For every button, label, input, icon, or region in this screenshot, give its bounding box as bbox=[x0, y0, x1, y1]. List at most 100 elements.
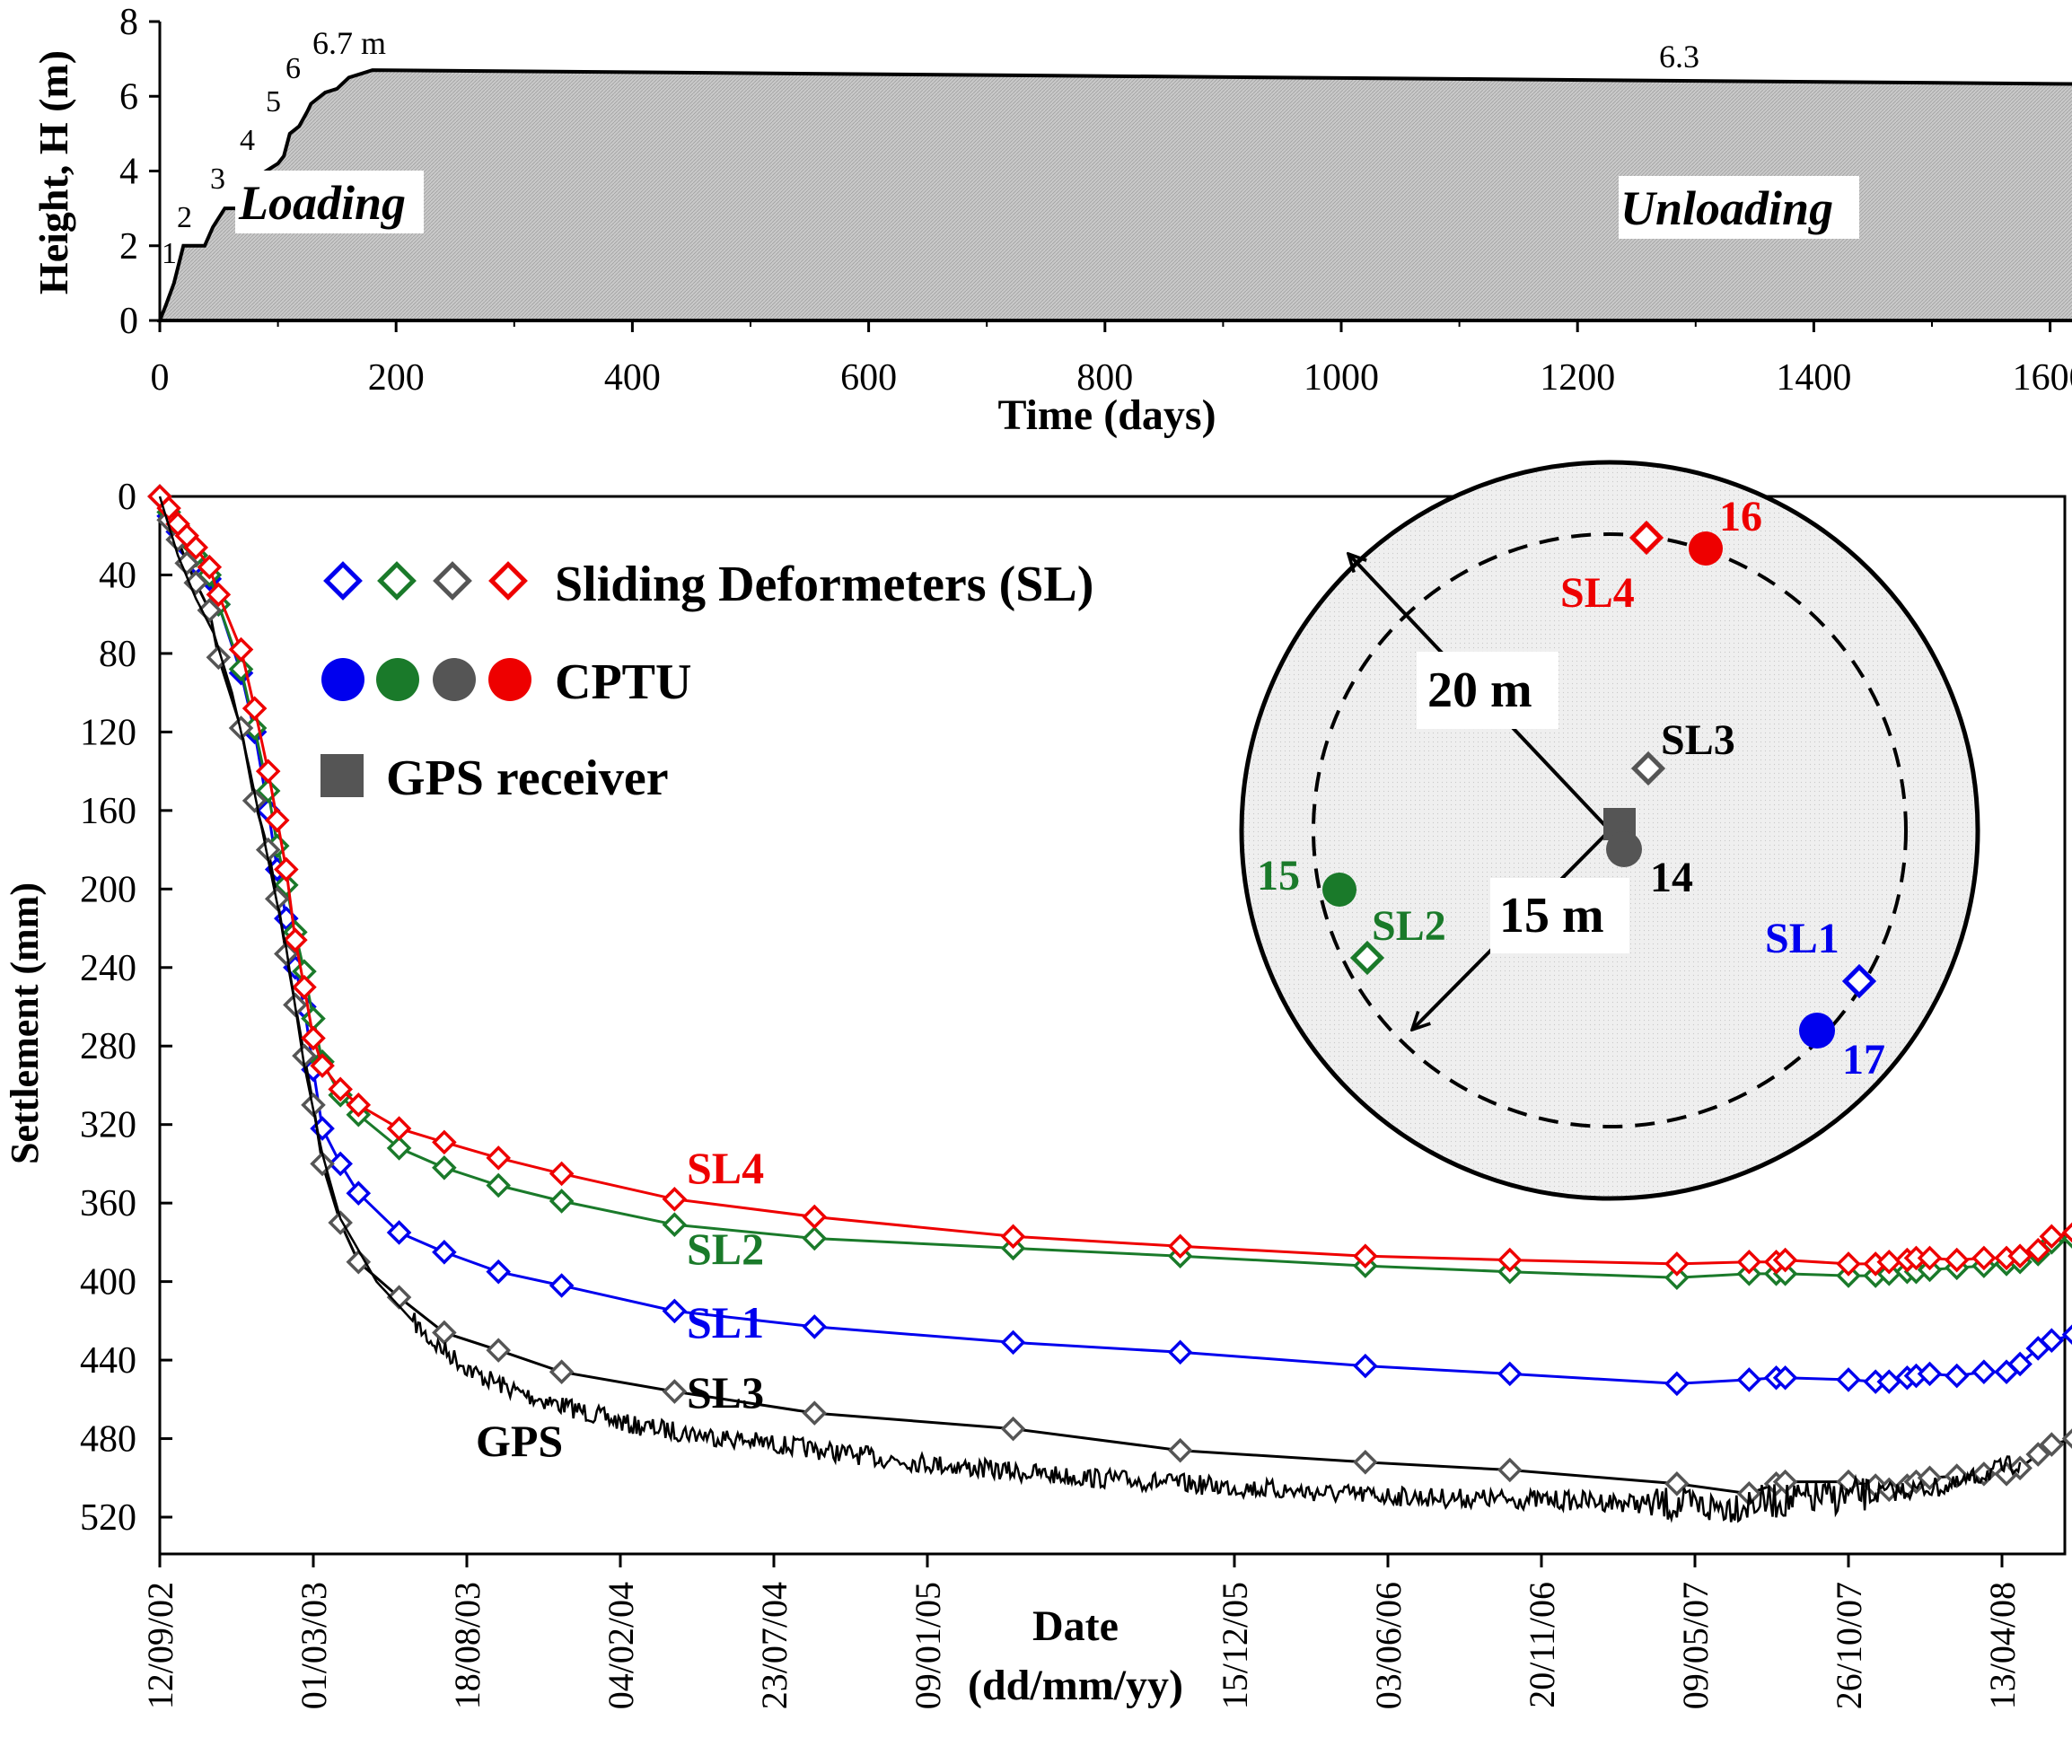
data-point-sl1 bbox=[386, 1220, 412, 1245]
data-point-sl1 bbox=[2039, 1328, 2065, 1354]
line-label-gps: GPS bbox=[476, 1416, 563, 1466]
data-point-sl1 bbox=[346, 1180, 372, 1207]
data-point-sl4 bbox=[292, 974, 317, 1000]
data-point-sl4 bbox=[2061, 1220, 2072, 1245]
unloading-label: Unloading bbox=[1620, 181, 1833, 235]
data-point-sl1 bbox=[486, 1259, 511, 1285]
height-y-tick-label: 4 bbox=[119, 152, 138, 193]
data-point-sl4 bbox=[1736, 1249, 1762, 1275]
settlement-y-tick-label: 120 bbox=[80, 712, 136, 753]
height-y-tick-label: 6 bbox=[119, 76, 138, 118]
loading-label: Loading bbox=[238, 176, 406, 230]
sl1-label: SL1 bbox=[1765, 915, 1839, 962]
settlement-date-ticks: 12/09/02 01/03/03 18/08/03 04/02/04 23/07/04… bbox=[140, 1554, 2023, 1709]
data-point-sl3 bbox=[432, 1320, 457, 1346]
cptu-14-marker bbox=[1606, 831, 1642, 867]
data-point-sl4 bbox=[1353, 1243, 1378, 1268]
data-point-sl1 bbox=[1971, 1359, 1997, 1384]
line-label-sl1: SL1 bbox=[687, 1297, 764, 1347]
unloading-label-bg bbox=[1619, 176, 1859, 239]
settlement-y-tick-label: 320 bbox=[80, 1105, 136, 1146]
data-point-sl4 bbox=[386, 1116, 412, 1141]
height-y-tick-label: 8 bbox=[119, 2, 138, 43]
data-point-sl3 bbox=[802, 1400, 828, 1426]
height-x-tick-label: 0 bbox=[151, 357, 170, 399]
settlement-y-tick-label: 160 bbox=[80, 791, 136, 832]
data-point-sl4 bbox=[255, 759, 281, 784]
data-point-sl4 bbox=[1836, 1251, 1861, 1277]
sl1-marker bbox=[1841, 963, 1877, 999]
data-point-sl1 bbox=[1497, 1361, 1523, 1387]
data-point-sl4 bbox=[486, 1145, 511, 1171]
stage-label-2: 2 bbox=[177, 201, 192, 234]
data-point-sl3 bbox=[1167, 1437, 1193, 1463]
sl4-marker bbox=[1629, 520, 1664, 556]
cptu-15-marker bbox=[1322, 873, 1356, 907]
data-point-sl4 bbox=[156, 496, 181, 521]
line-label-sl4: SL4 bbox=[687, 1143, 764, 1193]
data-point-sl4 bbox=[1167, 1233, 1193, 1259]
data-point-sl4 bbox=[2007, 1243, 2032, 1268]
data-point-sl3 bbox=[174, 550, 199, 576]
stage-label-3: 3 bbox=[210, 162, 225, 196]
data-point-sl1 bbox=[1353, 1353, 1378, 1379]
data-point-sl3 bbox=[1353, 1449, 1378, 1475]
data-point-sl2 bbox=[802, 1225, 828, 1251]
embankment-height-area bbox=[157, 68, 2072, 322]
data-point-sl3 bbox=[486, 1338, 511, 1363]
height-x-tick-label: 1200 bbox=[1540, 357, 1615, 399]
settlement-date-tick-label: 01/03/03 bbox=[294, 1582, 334, 1709]
legend-gps-label: GPS receiver bbox=[386, 750, 669, 806]
data-point-sl3 bbox=[1497, 1457, 1523, 1483]
settlement-date-tick-label: 12/09/02 bbox=[140, 1582, 180, 1709]
data-point-sl4 bbox=[328, 1076, 353, 1102]
data-point-sl1 bbox=[1664, 1371, 1690, 1397]
legend-sl-label: Sliding Deformeters (SL) bbox=[555, 557, 1093, 612]
settlement-y-tick-label: 240 bbox=[80, 948, 136, 989]
height-chart: 0200400600800100012001400160018002000 02… bbox=[31, 2, 2072, 439]
data-point-sl1 bbox=[1167, 1339, 1193, 1365]
legend-gps-marker bbox=[320, 754, 364, 797]
data-point-sl3 bbox=[2025, 1442, 2051, 1467]
settlement-y-tick-label: 0 bbox=[118, 477, 136, 518]
data-point-sl4 bbox=[228, 636, 254, 663]
height-x-tick-label: 1000 bbox=[1304, 357, 1379, 399]
height-y-tick-label: 0 bbox=[119, 301, 138, 342]
data-point-sl4 bbox=[310, 1053, 335, 1078]
data-point-sl2 bbox=[1664, 1265, 1690, 1291]
data-point-sl2 bbox=[486, 1172, 511, 1198]
data-point-sl1 bbox=[2007, 1351, 2032, 1377]
settlement-y-tick-label: 480 bbox=[80, 1419, 136, 1461]
plan-view-inset: 20 m 15 m 14 SL3 16 SL4 15 SL2 SL1 17 bbox=[1239, 460, 1980, 1201]
height-x-tick-label: 800 bbox=[1076, 357, 1133, 399]
radius-20m-label-bg bbox=[1417, 652, 1558, 729]
stage-label-4: 4 bbox=[240, 124, 255, 157]
settlement-date-tick-label: 13/04/08 bbox=[1982, 1582, 2023, 1709]
data-point-sl4 bbox=[662, 1186, 688, 1212]
cptu-14-label: 14 bbox=[1650, 854, 1693, 901]
settlement-date-tick-label: 03/06/06 bbox=[1368, 1582, 1409, 1709]
data-point-sl4 bbox=[1000, 1224, 1026, 1250]
settlement-y-tick-label: 400 bbox=[80, 1262, 136, 1303]
data-point-sl1 bbox=[1836, 1367, 1861, 1392]
data-point-sl3 bbox=[1000, 1416, 1026, 1442]
line-label-sl2: SL2 bbox=[687, 1224, 764, 1274]
data-point-sl3 bbox=[2039, 1432, 2065, 1457]
data-point-sl1 bbox=[802, 1314, 828, 1339]
height-x-tick-label: 1400 bbox=[1776, 357, 1851, 399]
data-point-sl3 bbox=[241, 788, 268, 813]
data-point-sl4 bbox=[183, 535, 209, 560]
legend-sl-markers bbox=[323, 561, 528, 601]
settlement-y-tick-label: 80 bbox=[99, 634, 136, 675]
height-y-ticks: 0 2 4 6 8 bbox=[119, 2, 160, 342]
radius-15m-label-bg bbox=[1490, 878, 1629, 953]
settlement-date-tick-label: 23/07/04 bbox=[754, 1582, 795, 1709]
settlement-y-tick-label: 360 bbox=[80, 1183, 136, 1224]
data-point-sl2 bbox=[274, 873, 299, 898]
settlement-date-tick-label: 26/10/07 bbox=[1829, 1582, 1869, 1709]
settlement-date-tick-label: 20/11/06 bbox=[1522, 1582, 1562, 1708]
settlement-date-tick-label: 18/08/03 bbox=[447, 1582, 487, 1709]
data-point-sl2 bbox=[386, 1136, 412, 1161]
settlement-y-tick-label: 280 bbox=[80, 1026, 136, 1067]
